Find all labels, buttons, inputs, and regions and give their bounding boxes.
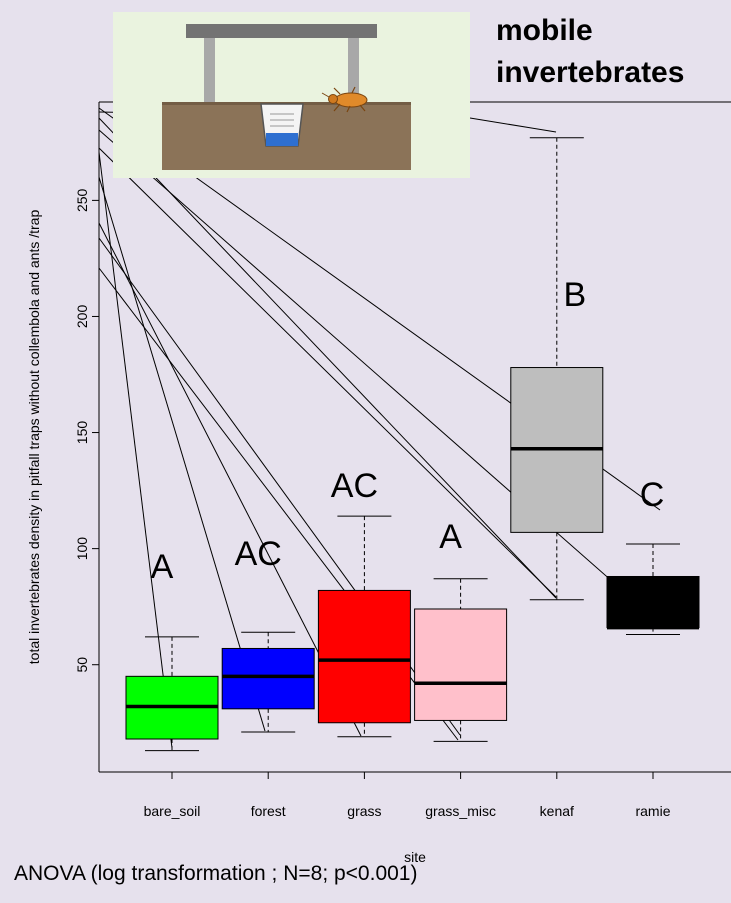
- trap-roof: [186, 24, 377, 38]
- x-tick-label: forest: [251, 803, 286, 819]
- iqr-box: [414, 608, 508, 721]
- chart-title: mobile invertebrates: [496, 14, 684, 89]
- x-tick-label: ramie: [635, 803, 670, 819]
- significance-letter: AC: [235, 535, 282, 573]
- significance-letter: A: [439, 518, 462, 556]
- trap-post-right: [348, 38, 359, 102]
- y-tick-label: 100: [74, 537, 90, 561]
- box-bare_soil: [125, 636, 219, 752]
- y-tick-label: 150: [74, 421, 90, 445]
- significance-letter: B: [563, 276, 586, 314]
- beetle-icon: [321, 86, 368, 113]
- x-axis-label: site: [404, 849, 426, 865]
- x-tick-label: bare_soil: [144, 803, 201, 819]
- axes: 50 100 150 200 250 bare_soil forest grass grass_…: [26, 101, 731, 865]
- anova-footnote: ANOVA (log transformation ; N=8; p<0.001…: [14, 862, 418, 885]
- y-axis-label: total invertebrates density in pitfall t…: [26, 210, 42, 665]
- x-tick-label: grass_misc: [425, 803, 496, 819]
- trap-post-left: [204, 38, 215, 102]
- decorative-line: [98, 129, 664, 627]
- significance-letter: AC: [331, 467, 378, 505]
- x-tick-label: kenaf: [540, 803, 574, 819]
- decorative-line: [98, 117, 557, 599]
- x-tick-label: grass: [347, 803, 381, 819]
- significance-letter: A: [151, 548, 174, 586]
- y-tick-label: 200: [74, 305, 90, 329]
- decorative-line: [469, 117, 557, 133]
- trap-liquid: [266, 133, 298, 146]
- chart-title-line: mobile: [496, 14, 593, 47]
- decorative-line: [98, 151, 173, 749]
- box-grass_misc: [414, 578, 508, 742]
- iqr-box: [317, 589, 411, 724]
- iqr-box: [221, 647, 315, 710]
- y-tick-label: 250: [74, 188, 90, 212]
- pitfall-trap-illustration: [113, 12, 470, 178]
- iqr-box: [606, 575, 700, 629]
- decorative-line: [98, 176, 266, 732]
- box-forest: [221, 631, 315, 733]
- y-tick-label: 50: [74, 657, 90, 673]
- decorative-line: [98, 222, 362, 737]
- significance-letter: C: [640, 476, 665, 514]
- decorative-line: [98, 147, 557, 598]
- box-ramie: [606, 543, 700, 636]
- box-grass: [317, 515, 411, 738]
- boxes: A AC AC A B C: [125, 137, 700, 752]
- box-kenaf: [510, 137, 604, 601]
- chart-title-line: invertebrates: [496, 56, 684, 89]
